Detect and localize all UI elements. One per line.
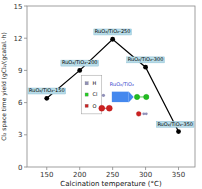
x-axis-label: Calcination temperature (°C) — [60, 180, 162, 188]
point-labels: RuO₂/TiO₂-150 RuO₂/TiO₂-200 RuO₂/TiO₂-250 R… — [28, 28, 194, 127]
illustration: H Cl O RuO₂/TiO₂ — [82, 75, 149, 116]
y-tick — [24, 134, 27, 135]
arrow-head — [129, 91, 134, 102]
atom — [99, 105, 105, 111]
y-tick-label: 15 — [14, 3, 23, 11]
x-tick-label: 250 — [106, 171, 119, 179]
atom — [106, 105, 112, 111]
point-label: RuO₂/TiO₂-300 — [128, 56, 164, 62]
y-tick — [24, 102, 27, 103]
x-tick — [79, 167, 80, 170]
chart-svg: 150 200 250 300 350 0 3 6 9 12 15 Calcination tempe… — [0, 0, 202, 189]
legend-swatch — [85, 82, 88, 85]
atom — [134, 94, 139, 99]
data-point — [44, 96, 49, 101]
y-tick — [24, 167, 27, 168]
point-label-box — [28, 88, 66, 94]
point-label: RuO₂/TiO₂-150 — [29, 87, 65, 93]
data-point — [143, 65, 148, 70]
atom — [144, 94, 149, 99]
y-tick-label: 6 — [18, 99, 23, 107]
arrow-body — [112, 92, 129, 102]
legend-text: H — [93, 80, 97, 86]
center-label: RuO₂/TiO₂ — [110, 81, 134, 87]
y-tick — [24, 38, 27, 39]
y-tick — [24, 6, 27, 7]
y-tick-label: 3 — [18, 131, 22, 139]
atom — [142, 112, 145, 115]
point-label-box — [156, 121, 194, 127]
x-tick — [178, 167, 179, 170]
point-label: RuO₂/TiO₂-350 — [157, 121, 193, 127]
x-tick — [46, 167, 47, 170]
point-label: RuO₂/TiO₂-200 — [62, 59, 98, 65]
legend-text: Cl — [93, 91, 98, 97]
x-tick-label: 350 — [172, 171, 185, 179]
legend-text: O — [93, 103, 97, 109]
data-point — [77, 68, 82, 73]
x-tick-label: 150 — [40, 171, 53, 179]
plot-frame — [27, 6, 195, 167]
x-tick — [145, 167, 146, 170]
y-tick-label: 9 — [18, 67, 22, 75]
y-tick — [24, 70, 27, 71]
atom — [102, 94, 105, 97]
data-point — [110, 37, 115, 42]
x-tick-label: 300 — [139, 171, 152, 179]
y-tick-label: 12 — [14, 35, 23, 43]
atom — [136, 111, 141, 116]
atom — [145, 112, 148, 115]
legend-swatch — [85, 104, 88, 107]
series-line — [47, 39, 179, 131]
x-tick-label: 200 — [73, 171, 86, 179]
y-tick-label: 0 — [18, 164, 22, 172]
plot-area — [44, 37, 181, 134]
y-axis-label: Cl₂ space time yield (gCl₂/(gcatal.·h) — [0, 32, 8, 141]
point-label-box — [127, 57, 165, 63]
point-label: RuO₂/TiO₂-250 — [95, 28, 131, 34]
data-point — [176, 129, 181, 134]
legend-swatch — [85, 93, 88, 96]
point-label-box — [94, 29, 132, 35]
point-label-box — [61, 60, 99, 66]
x-tick — [112, 167, 113, 170]
chart-container: 150 200 250 300 350 0 3 6 9 12 15 Calcination tempe… — [0, 0, 202, 189]
